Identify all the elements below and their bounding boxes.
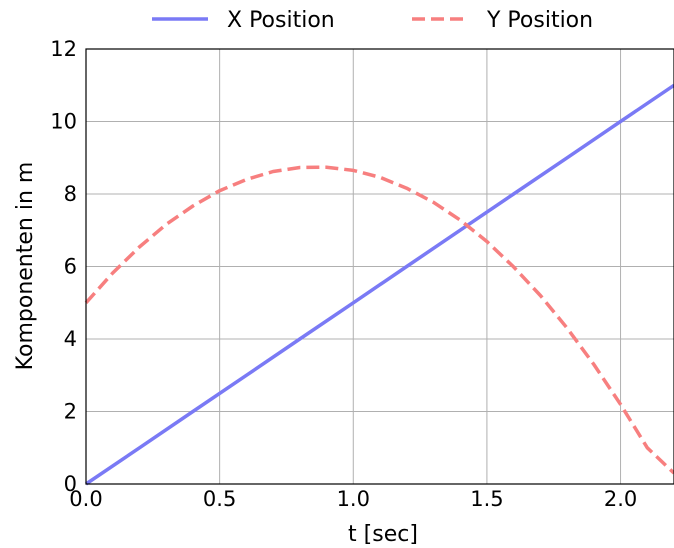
series-line-y-position [84, 165, 674, 475]
x-axis-label: t [sec] [348, 522, 418, 547]
tick-labels: 0.0 0.5 1.0 1.5 2.0 0 2 4 6 8 10 12 [50, 37, 637, 511]
legend-label-y-position: Y Position [486, 8, 593, 33]
x-tick-label: 1.0 [337, 487, 370, 511]
grid [85, 48, 674, 485]
y-axis-label: Komponenten in m [13, 162, 38, 371]
y-tick-label: 0 [64, 472, 77, 496]
x-tick-label: 2.0 [604, 487, 637, 511]
y-tick-label: 2 [64, 400, 77, 424]
x-tick-label: 0.5 [203, 487, 236, 511]
plot-area [84, 83, 674, 486]
y-tick-label: 10 [50, 110, 77, 134]
y-tick-label: 12 [50, 37, 77, 61]
x-tick-label: 0.0 [69, 487, 102, 511]
legend: X Position Y Position [152, 8, 593, 33]
legend-label-x-position: X Position [227, 8, 335, 33]
y-tick-label: 6 [64, 255, 77, 279]
plot-frame [85, 48, 674, 485]
series-line-x-position [85, 83, 674, 486]
y-tick-label: 8 [64, 182, 77, 206]
x-tick-label: 1.5 [470, 487, 503, 511]
y-tick-label: 4 [64, 327, 77, 351]
